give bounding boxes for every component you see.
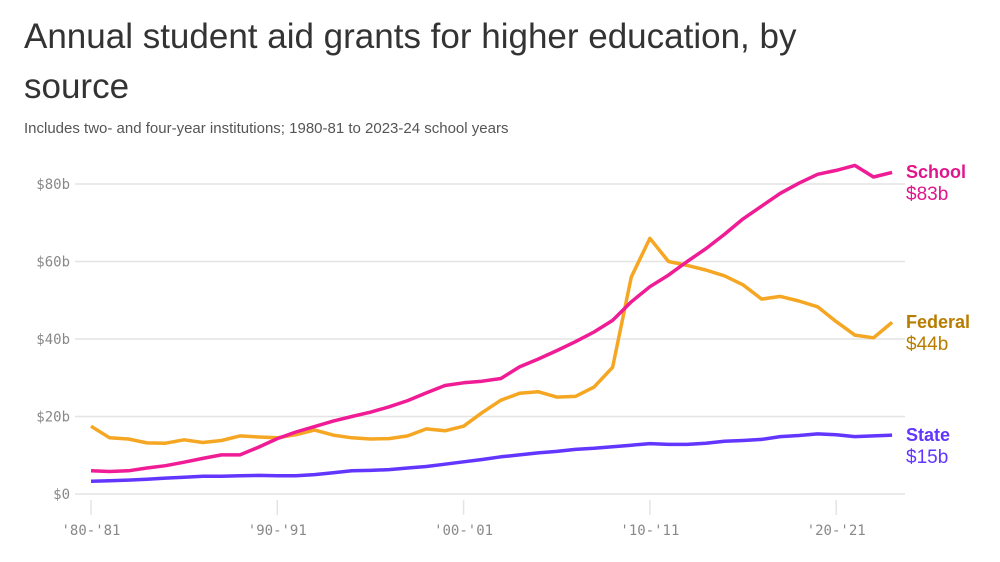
x-tick-label: '20-'21 <box>807 523 866 539</box>
chart-title: Annual student aid grants for higher edu… <box>24 17 797 106</box>
x-tick-label: '00-'01 <box>434 523 493 539</box>
x-tick-label: '90-'91 <box>248 523 307 539</box>
series-line-school <box>90 163 893 474</box>
y-tick-label: $0 <box>53 487 70 503</box>
x-tick-label: '10-'11 <box>620 523 679 539</box>
y-tick-label: $20b <box>36 410 70 426</box>
chart-subtitle: Includes two- and four-year institutions… <box>24 120 509 137</box>
series-line-federal <box>90 236 894 445</box>
series-end-value-school: $83b <box>906 184 948 205</box>
x-tick-label: '80-'81 <box>61 523 120 539</box>
series-label-state: State <box>906 425 950 445</box>
y-tick-label: $60b <box>36 255 70 271</box>
y-tick-label: $80b <box>36 177 70 193</box>
series-end-value-federal: $44b <box>906 334 948 355</box>
series-label-federal: Federal <box>906 312 970 332</box>
y-tick-label: $40b <box>36 332 70 348</box>
series-line-state <box>90 432 893 483</box>
series-end-value-state: $15b <box>906 447 948 468</box>
series-label-school: School <box>906 162 966 182</box>
